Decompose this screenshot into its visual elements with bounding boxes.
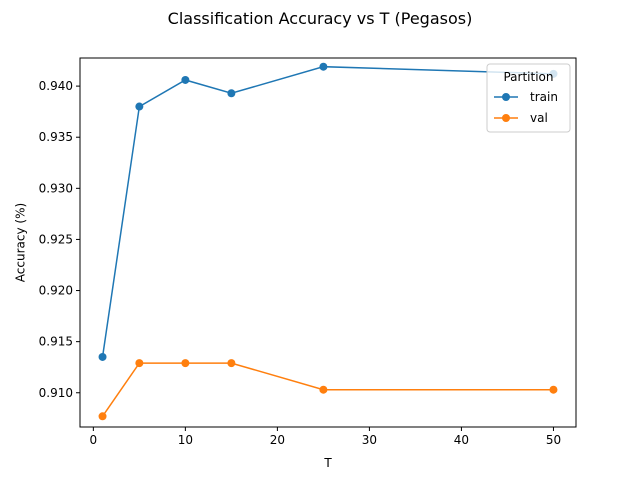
data-point-train — [135, 102, 144, 111]
data-point-val — [135, 359, 144, 368]
x-tick-label: 10 — [178, 433, 193, 447]
y-tick-label: 0.925 — [39, 232, 73, 246]
series-line-val — [101, 362, 554, 417]
y-axis-label: Accuracy (%) — [14, 203, 28, 282]
series-layer — [98, 62, 558, 421]
data-point-train — [98, 352, 107, 361]
y-tick-label: 0.920 — [39, 284, 73, 298]
y-tick-label: 0.930 — [39, 181, 73, 195]
data-point-train — [181, 75, 190, 84]
x-tick-label: 40 — [454, 433, 469, 447]
legend-label-train: train — [530, 90, 558, 104]
legend-swatch-marker-val — [502, 114, 510, 122]
x-tick-label: 20 — [270, 433, 285, 447]
x-tick-label: 30 — [362, 433, 377, 447]
data-point-train — [319, 62, 328, 71]
x-tick-label: 0 — [90, 433, 98, 447]
y-tick-label: 0.935 — [39, 130, 73, 144]
chart-title: Classification Accuracy vs T (Pegasos) — [168, 9, 473, 28]
data-point-val — [549, 385, 558, 394]
data-point-train — [227, 89, 236, 98]
y-tick-label: 0.910 — [39, 386, 73, 400]
x-tick-label: 50 — [546, 433, 561, 447]
y-tick-label: 0.915 — [39, 335, 73, 349]
legend-label-val: val — [530, 111, 548, 125]
data-point-val — [181, 359, 190, 368]
plot-frame — [79, 57, 577, 428]
data-point-val — [98, 412, 107, 421]
y-tick-label: 0.940 — [39, 79, 73, 93]
legend-title: Partition — [503, 70, 553, 84]
data-point-val — [227, 359, 236, 368]
series-line-train — [101, 65, 554, 358]
axes-ticks: 0 10 20 30 40 50 0.910 0.915 0.920 0.925 0.930 0.93… — [39, 79, 561, 447]
legend: Partition train val — [486, 63, 571, 133]
legend-swatch-marker-train — [502, 93, 510, 101]
x-axis-label: T — [323, 456, 332, 470]
data-point-val — [319, 385, 328, 394]
